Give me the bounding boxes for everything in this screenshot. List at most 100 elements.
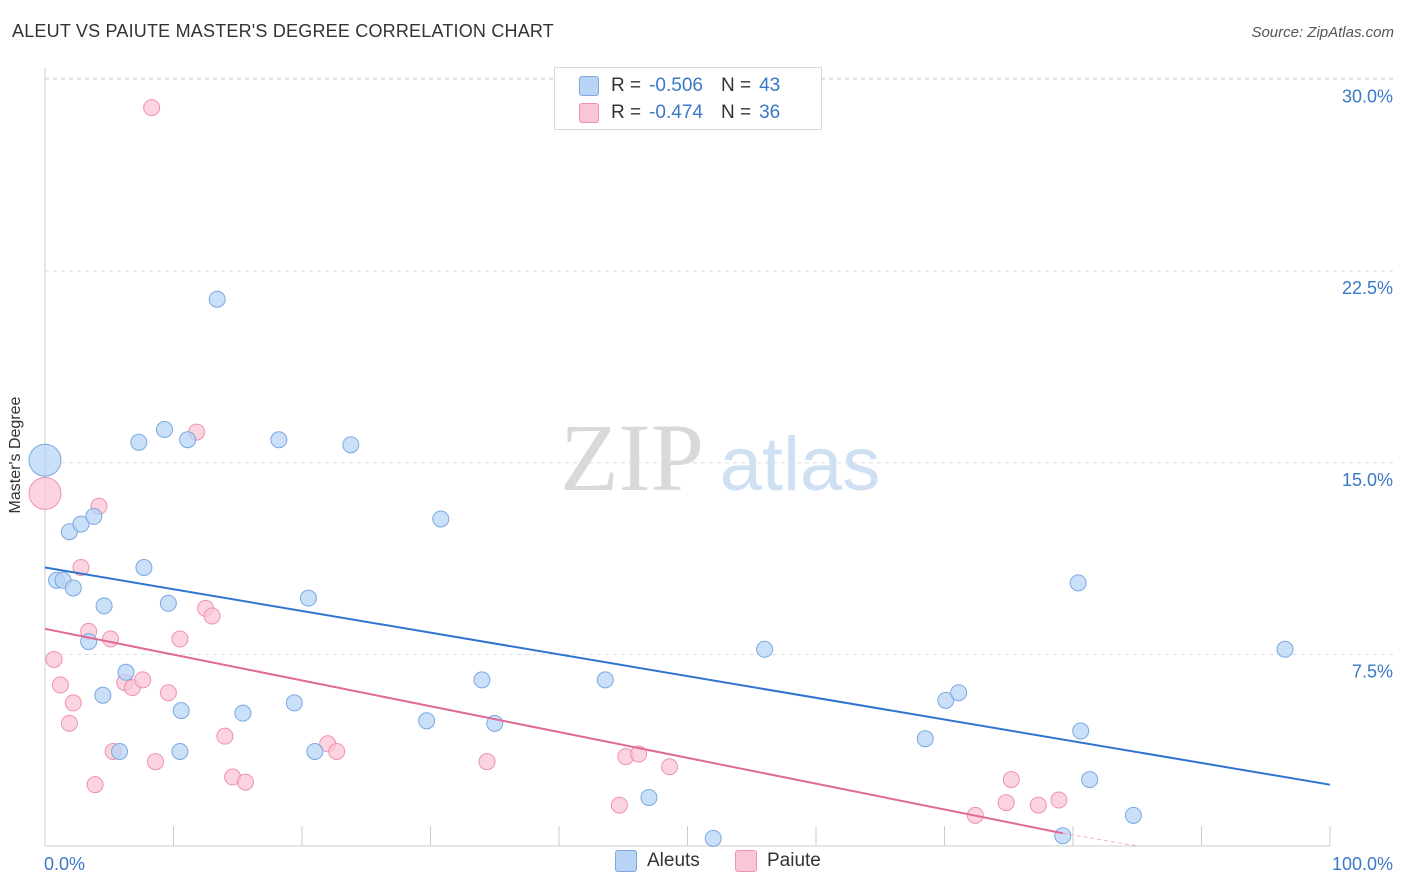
paiute-point [1002,771,1020,789]
paiute-point [45,650,63,668]
paiute-point [236,773,254,791]
paiute-point [143,99,161,117]
aleuts-trend-line [44,566,1331,786]
aleuts-point [342,436,360,454]
axes [44,68,1331,847]
legend-item-aleuts[interactable]: Aleuts [615,850,700,872]
aleuts-point [418,712,436,730]
data-points [28,99,1294,847]
aleuts-point [640,788,658,806]
aleuts-point [130,433,148,451]
trend-lines [44,566,1331,847]
y-tick-label: 30.0% [1342,87,1393,107]
aleuts-point [28,443,62,477]
x-tick-label-max: 100.0% [1332,854,1393,874]
aleuts-swatch [579,76,599,96]
legend-label-paiute: Paiute [767,850,821,871]
watermark-zip: ZIP [560,404,704,511]
aleuts-point [1276,640,1294,658]
paiute-point [1050,791,1068,809]
legend-n-label: N = [720,102,752,123]
legend-row-aleuts: R = -0.506 N = 43 [579,73,780,99]
aleuts-point [306,742,324,760]
paiute-trend-line [44,627,1063,835]
paiute-point [60,714,78,732]
paiute-point [997,794,1015,812]
aleuts-point [64,579,82,597]
legend-item-paiute[interactable]: Paiute [735,850,821,872]
aleuts-point [135,559,153,577]
y-tick-label: 22.5% [1342,278,1393,298]
aleuts-point [596,671,614,689]
aleuts-point [171,742,189,760]
x-tick-label-min: 0.0% [44,854,85,874]
paiute-point [630,745,648,763]
aleuts-swatch [615,850,637,872]
paiute-point [72,559,90,577]
aleuts-point [285,694,303,712]
chart-title: ALEUT VS PAIUTE MASTER'S DEGREE CORRELAT… [12,21,555,41]
y-tick-label: 7.5% [1352,661,1393,681]
legend-r-label: R = [611,102,642,123]
aleuts-point [156,421,174,439]
watermark-atlas: atlas [720,422,881,507]
aleuts-point [208,290,226,308]
paiute-point [147,753,165,771]
aleuts-point [1054,827,1072,845]
source-label: Source: ZipAtlas.com [1251,24,1394,41]
aleuts-point [299,589,317,607]
paiute-point [1029,796,1047,814]
aleuts-point [172,702,190,720]
legend-r-value: -0.506 [649,75,703,96]
aleuts-point [234,704,252,722]
paiute-point [86,776,104,794]
paiute-point [134,671,152,689]
legend-n-value: 36 [759,102,781,123]
paiute-point [216,727,234,745]
paiute-point [610,796,628,814]
aleuts-point [937,691,955,709]
legend-row-paiute: R = -0.474 N = 36 [579,100,780,126]
paiute-point [328,742,346,760]
aleuts-point [432,510,450,528]
aleuts-point [1081,771,1099,789]
paiute-point [28,476,62,510]
paiute-swatch [735,850,757,872]
paiute-swatch [579,103,599,123]
aleuts-point [270,431,288,449]
aleuts-point [159,594,177,612]
paiute-point [159,684,177,702]
paiute-point [102,630,120,648]
aleuts-point [111,742,129,760]
aleuts-point [94,686,112,704]
aleuts-point [704,829,722,847]
series-legend: Aleuts Paiute [0,850,1406,878]
legend-label-aleuts: Aleuts [647,850,700,871]
legend-r-label: R = [611,75,642,96]
paiute-trend-extension [1062,832,1138,847]
paiute-point [478,753,496,771]
paiute-point [171,630,189,648]
aleuts-point [1072,722,1090,740]
aleuts-point [72,515,90,533]
aleuts-point [950,684,968,702]
grid-lines [45,77,1394,655]
paiute-point [64,694,82,712]
aleuts-point [916,730,934,748]
paiute-point [203,607,221,625]
tick-labels: 7.5% 15.0% 22.5% 30.0% 0.0% 100.0% [44,87,1393,875]
legend-n-label: N = [720,75,752,96]
aleuts-point [1069,574,1087,592]
aleuts-point [95,597,113,615]
aleuts-point [85,507,103,525]
paiute-point [51,676,69,694]
legend-n-value: 43 [759,75,781,96]
y-axis-label: Master's Degree [7,396,24,514]
aleuts-point [1124,806,1142,824]
stats-legend: R = -0.506 N = 43 R = -0.474 N = 36 [554,67,822,130]
legend-r-value: -0.474 [649,102,703,123]
aleuts-point [117,663,135,681]
aleuts-point [473,671,491,689]
y-tick-label: 15.0% [1342,470,1393,490]
